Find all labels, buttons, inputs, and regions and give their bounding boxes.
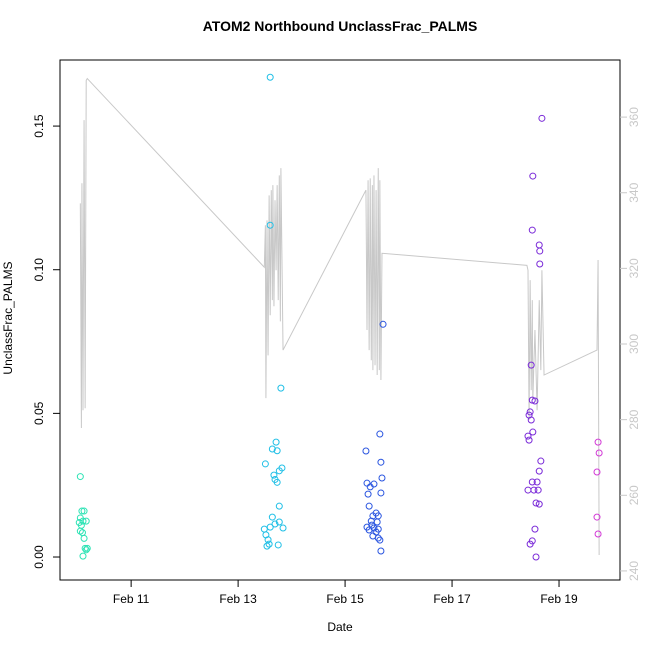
data-point: [261, 460, 269, 468]
data-point: [82, 517, 90, 525]
data-point: [82, 546, 90, 554]
x-tick-label: Feb 19: [540, 592, 578, 606]
data-point: [534, 486, 542, 494]
data-point: [78, 507, 86, 515]
data-point: [79, 517, 87, 525]
data-point: [532, 499, 540, 507]
data-point: [535, 500, 543, 508]
data-point: [533, 478, 541, 486]
data-point: [528, 478, 536, 486]
y-tick-label: 0.00: [32, 545, 46, 569]
data-point: [366, 483, 374, 491]
data-point: [528, 226, 536, 234]
data-point: [379, 320, 387, 328]
data-point: [275, 518, 283, 526]
data-point: [529, 172, 537, 180]
data-point: [362, 447, 370, 455]
data-point: [279, 524, 287, 532]
data-point: [275, 467, 283, 475]
data-point: [80, 507, 88, 515]
data-point: [536, 247, 544, 255]
plot-frame: [59, 59, 621, 581]
data-point: [268, 513, 276, 521]
y2-tick-label: 280: [627, 409, 641, 429]
data-point: [594, 438, 602, 446]
data-point: [268, 445, 276, 453]
data-point: [265, 540, 273, 548]
data-point: [377, 547, 385, 555]
data-point: [377, 489, 385, 497]
data-point: [277, 384, 285, 392]
data-point: [527, 361, 535, 369]
data-point: [595, 449, 603, 457]
data-point: [365, 526, 373, 534]
data-point: [538, 114, 546, 122]
data-point: [536, 260, 544, 268]
data-point: [528, 537, 536, 545]
data-point: [524, 486, 532, 494]
data-point: [527, 416, 535, 424]
data-point: [594, 530, 602, 538]
data-point: [593, 468, 601, 476]
data-point: [263, 542, 271, 550]
data-point: [364, 490, 372, 498]
data-point: [76, 527, 84, 535]
y-axis-title: UnclassFrac_PALMS: [1, 261, 15, 374]
data-point: [532, 553, 540, 561]
y-tick-label: 0.15: [32, 114, 46, 138]
data-point: [266, 73, 274, 81]
y2-tick-label: 320: [627, 258, 641, 278]
data-point: [275, 502, 283, 510]
y2-tick-label: 260: [627, 485, 641, 505]
data-point: [271, 520, 279, 528]
x-tick-label: Feb 15: [326, 592, 364, 606]
data-point: [529, 428, 537, 436]
data-point: [270, 471, 278, 479]
data-point: [374, 534, 382, 542]
data-point: [531, 525, 539, 533]
data-point: [525, 436, 533, 444]
chart-title: ATOM2 Northbound UnclassFrac_PALMS: [203, 18, 478, 34]
y2-tick-label: 300: [627, 334, 641, 354]
data-point: [365, 502, 373, 510]
data-point: [273, 447, 281, 455]
y2-tick-label: 360: [627, 107, 641, 127]
y2-tick-label: 240: [627, 561, 641, 581]
data-point: [273, 478, 281, 486]
x-axis-title: Date: [327, 620, 353, 634]
data-point: [526, 408, 534, 416]
data-point: [373, 518, 381, 526]
x-tick-label: Feb 13: [219, 592, 257, 606]
y2-tick-label: 340: [627, 182, 641, 202]
x-tick-label: Feb 11: [113, 592, 150, 606]
data-point: [266, 221, 274, 229]
data-point: [537, 457, 545, 465]
data-point: [376, 430, 384, 438]
y-tick-label: 0.10: [32, 258, 46, 282]
data-point: [272, 438, 280, 446]
data-point: [524, 432, 532, 440]
data-point: [593, 513, 601, 521]
data-point: [377, 458, 385, 466]
data-point: [83, 544, 91, 552]
data-point: [76, 473, 84, 481]
data-point: [81, 544, 89, 552]
data-point: [79, 552, 87, 560]
data-point: [535, 467, 543, 475]
data-point: [274, 541, 282, 549]
data-point: [531, 397, 539, 405]
y-tick-label: 0.05: [32, 401, 46, 425]
data-point: [80, 534, 88, 542]
x-tick-label: Feb 17: [433, 592, 471, 606]
data-point: [376, 536, 384, 544]
data-line: [79, 77, 600, 556]
data-point: [378, 474, 386, 482]
data-point: [266, 523, 274, 531]
